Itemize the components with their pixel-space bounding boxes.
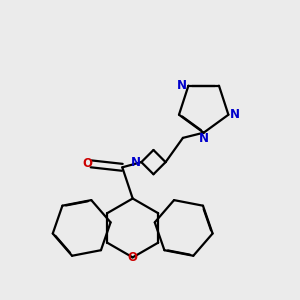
Text: N: N [199,132,209,146]
Text: O: O [128,251,138,264]
Text: N: N [131,156,141,169]
Text: N: N [177,79,187,92]
Text: N: N [230,108,240,121]
Text: O: O [82,158,92,170]
